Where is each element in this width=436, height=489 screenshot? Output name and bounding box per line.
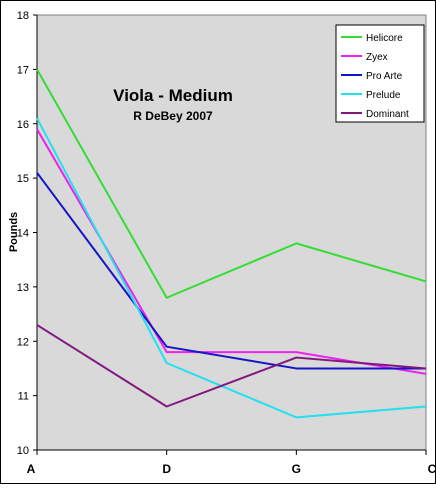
x-tick-label: C: [428, 462, 436, 476]
y-axis-label: Pounds: [8, 212, 20, 252]
y-tick-label: 17: [17, 64, 29, 76]
x-tick-label: A: [27, 462, 36, 476]
x-tick-label: D: [162, 462, 171, 476]
series-line-pro-arte: [36, 172, 426, 370]
legend: Helicore Zyex Pro Arte Prelude Dominant: [335, 24, 425, 123]
series-layer: [36, 68, 427, 419]
y-tick-label: 16: [17, 119, 29, 131]
y-tick-label: 13: [17, 282, 29, 294]
y-tick-label: 14: [17, 228, 29, 240]
chart-subtitle: R DeBey 2007: [133, 109, 213, 123]
series-line-helicore: [36, 68, 427, 299]
y-tick-label: 15: [17, 173, 29, 185]
x-tick-label: G: [292, 462, 301, 476]
legend-label: Dominant: [366, 109, 409, 120]
series-line-prelude: [36, 117, 427, 419]
y-tick-label: 10: [17, 445, 29, 457]
y-tick-label: 11: [18, 391, 29, 403]
legend-label: Pro Arte: [366, 71, 403, 82]
legend-box: [335, 24, 425, 123]
y-tick-label: 12: [17, 336, 29, 348]
legend-label: Helicore: [366, 33, 403, 44]
series-line-dominant: [36, 324, 427, 408]
legend-label: Prelude: [366, 90, 401, 101]
legend-label: Zyex: [366, 52, 388, 63]
axes: 10 11 12 13 14 15 16 17 18 A D G C: [17, 10, 436, 476]
y-tick-label: 18: [17, 10, 29, 22]
chart-title: Viola - Medium: [113, 86, 233, 105]
